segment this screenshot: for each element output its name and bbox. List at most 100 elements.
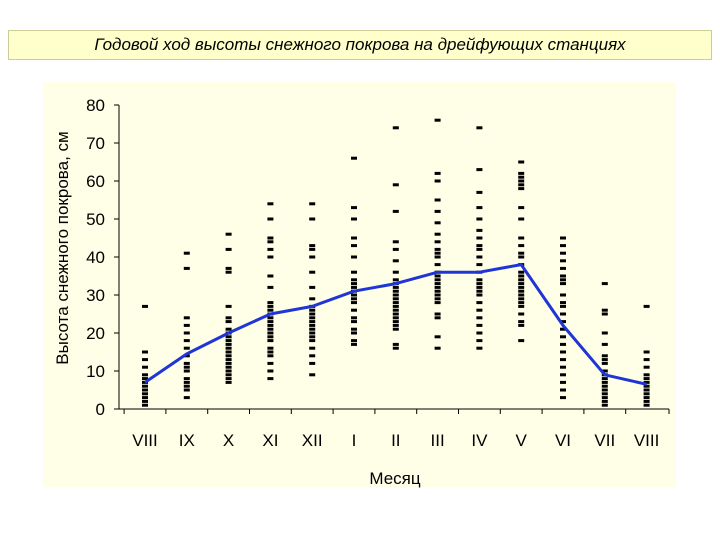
data-point — [267, 274, 274, 278]
data-point — [183, 361, 190, 365]
data-point — [643, 396, 650, 400]
data-point — [225, 270, 232, 274]
data-point — [225, 335, 232, 339]
data-point — [560, 342, 566, 346]
data-point — [351, 320, 357, 324]
data-point — [309, 270, 316, 274]
data-point — [351, 293, 357, 297]
data-point — [518, 251, 525, 255]
data-point — [518, 255, 525, 259]
data-point — [518, 293, 525, 297]
data-point — [309, 327, 316, 331]
data-point — [142, 396, 148, 400]
data-point — [183, 388, 190, 392]
data-point — [476, 346, 483, 350]
data-point — [560, 388, 566, 392]
data-point — [476, 263, 483, 267]
data-point — [643, 388, 650, 392]
data-point — [142, 388, 148, 392]
data-point — [392, 301, 399, 305]
data-point — [518, 217, 525, 221]
data-point — [476, 339, 483, 343]
data-point — [434, 274, 441, 278]
data-point — [183, 251, 190, 255]
data-point — [518, 297, 525, 301]
data-point — [434, 297, 441, 301]
data-point — [601, 369, 608, 373]
data-point — [476, 316, 483, 320]
data-point — [225, 339, 232, 343]
data-point — [267, 240, 274, 244]
data-point — [351, 156, 357, 160]
data-point — [351, 217, 357, 221]
data-point — [434, 316, 441, 320]
data-point — [392, 346, 399, 350]
data-point — [392, 126, 399, 130]
data-point — [142, 377, 148, 381]
data-point — [142, 384, 148, 388]
data-point — [476, 236, 483, 240]
data-point — [518, 179, 525, 183]
data-point — [518, 160, 525, 164]
data-point — [560, 274, 566, 278]
data-point — [183, 384, 190, 388]
data-point — [560, 335, 566, 339]
data-point — [392, 293, 399, 297]
data-point — [225, 266, 232, 270]
data-point — [434, 240, 441, 244]
data-point — [560, 396, 566, 400]
data-point — [560, 350, 566, 354]
data-point — [476, 285, 483, 289]
data-point — [434, 247, 441, 251]
x-tick-label: XII — [302, 431, 323, 450]
data-point — [351, 308, 357, 312]
data-point — [518, 285, 525, 289]
chart-title: Годовой ход высоты снежного покрова на д… — [94, 35, 626, 54]
data-point — [643, 403, 650, 407]
data-point — [518, 323, 525, 327]
data-point — [643, 380, 650, 384]
x-tick-label: VIII — [132, 431, 158, 450]
data-point — [560, 301, 566, 305]
data-point — [142, 365, 148, 369]
y-tick-label: 50 — [86, 210, 105, 229]
data-point — [476, 278, 483, 282]
data-point — [476, 247, 483, 251]
data-point — [560, 373, 566, 377]
data-point — [267, 377, 274, 381]
data-point — [434, 255, 441, 259]
data-point — [309, 320, 316, 324]
data-point — [183, 323, 190, 327]
data-point — [601, 358, 608, 362]
data-point — [518, 339, 525, 343]
data-point — [560, 278, 566, 282]
data-point — [560, 266, 566, 270]
data-point — [351, 206, 357, 210]
data-point — [476, 228, 483, 232]
x-tick-label: IX — [179, 431, 195, 450]
data-point — [434, 232, 441, 236]
data-point — [476, 126, 483, 130]
data-point — [225, 354, 232, 358]
data-point — [142, 399, 148, 403]
data-point — [518, 171, 525, 175]
chart-title-box: Годовой ход высоты снежного покрова на д… — [8, 30, 712, 60]
data-point — [309, 335, 316, 339]
data-point — [476, 244, 483, 248]
data-point — [560, 380, 566, 384]
mean-line-series — [144, 263, 647, 386]
data-point — [518, 289, 525, 293]
data-point — [142, 358, 148, 362]
y-tick-label: 20 — [86, 324, 105, 343]
data-point — [434, 301, 441, 305]
data-point — [267, 285, 274, 289]
data-point — [309, 316, 316, 320]
data-point — [267, 335, 274, 339]
data-point — [225, 316, 232, 320]
data-point — [309, 202, 316, 206]
data-point — [225, 373, 232, 377]
data-point — [434, 285, 441, 289]
data-point — [560, 327, 566, 331]
x-tick-label: VII — [594, 431, 615, 450]
